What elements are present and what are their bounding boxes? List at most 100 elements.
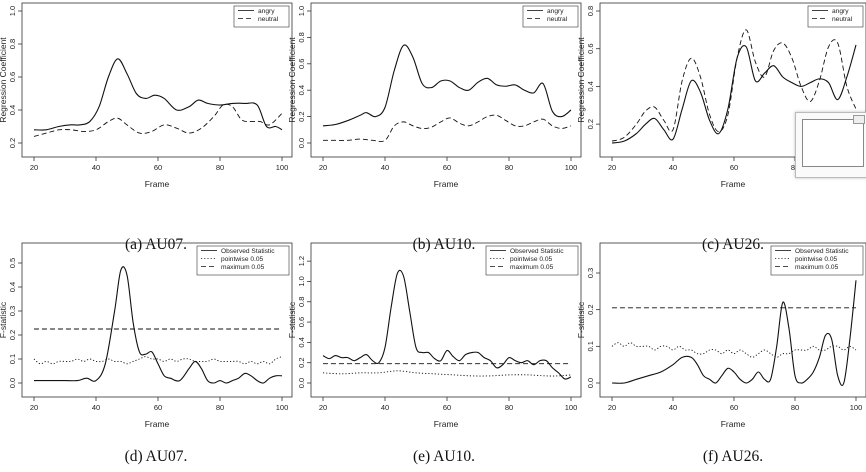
chart-panel-2: 20 40 60 80 100 0.0 0.2 0.4 0.6 0.8 1.0 Frame Regres… (287, 2, 582, 189)
x-tick-label: 80 (505, 403, 513, 412)
series-pointwise-0-05 (611, 342, 857, 358)
y-tick-label: 0.8 (586, 6, 595, 16)
x-tick-label: 60 (730, 163, 738, 172)
legend-label: angry (258, 8, 275, 15)
y-tick-label: 0.0 (297, 138, 306, 148)
legend (522, 5, 579, 28)
x-tick-label: 40 (669, 403, 677, 412)
panel-caption: (f) AU26. (703, 448, 763, 465)
series-neutral (611, 29, 857, 142)
panel-caption: (e) AU10. (413, 448, 475, 465)
series-observed-statistic (33, 266, 283, 384)
series-angry (322, 44, 572, 127)
x-tick-label: 80 (216, 163, 224, 172)
x-axis-label: Frame (434, 179, 459, 189)
x-tick-label: 80 (791, 403, 799, 412)
y-tick-label: 0.6 (586, 43, 595, 53)
x-tick-label: 80 (216, 403, 224, 412)
x-tick-label: 100 (276, 163, 289, 172)
legend-label: pointwise 0.05 (795, 256, 837, 263)
y-tick-label: 1.0 (8, 6, 17, 16)
y-tick-label: 0.2 (586, 304, 595, 314)
y-tick-label: 0.1 (8, 354, 17, 364)
x-tick-label: 60 (443, 403, 451, 412)
series-observed-statistic (322, 269, 572, 380)
x-axis-label: Frame (145, 419, 170, 429)
plot-frame (21, 2, 293, 158)
y-axis-label: Regression Coefficient (576, 37, 586, 123)
menu-icon[interactable] (853, 115, 865, 124)
x-tick-label: 40 (92, 403, 100, 412)
chart-panel-5: 20 40 60 80 100 0.0 0.2 0.4 0.6 0.8 1.0 1.2 Frame F-s… (287, 242, 582, 429)
x-axis-label: Frame (145, 179, 170, 189)
y-tick-label: 0.2 (8, 330, 17, 340)
plot-frame (599, 242, 866, 398)
y-tick-label: 0.2 (297, 111, 306, 121)
panel-caption: (c) AU26. (702, 236, 764, 253)
plot-frame (310, 242, 582, 398)
y-axis-label: Regression Coefficient (287, 37, 297, 123)
x-tick-label: 40 (381, 163, 389, 172)
y-tick-label: 0.6 (297, 59, 306, 69)
x-tick-label: 60 (730, 403, 738, 412)
y-tick-label: 0.2 (8, 138, 17, 148)
x-tick-label: 40 (669, 163, 677, 172)
y-tick-label: 0.1 (586, 341, 595, 351)
y-tick-label: 0.0 (297, 378, 306, 388)
panel-caption: (b) AU10. (413, 236, 476, 253)
y-tick-label: 0.6 (297, 317, 306, 327)
y-tick-label: 0.3 (8, 306, 17, 316)
x-tick-label: 100 (850, 403, 863, 412)
x-tick-label: 100 (276, 403, 289, 412)
chart-panel-6: 20 40 60 80 100 0.0 0.1 0.2 0.3 Frame F-statistic O… (576, 242, 866, 429)
series-angry (33, 58, 283, 131)
y-tick-label: 0.6 (8, 72, 17, 82)
y-tick-label: 0.4 (586, 81, 595, 91)
series-neutral (322, 114, 572, 142)
y-axis-label: F-statistic (576, 301, 586, 338)
y-axis-label: Regression Coefficient (0, 37, 8, 123)
legend-label: neutral (832, 16, 853, 23)
x-tick-label: 60 (154, 163, 162, 172)
series-pointwise-0-05 (33, 356, 283, 365)
y-tick-label: 0.8 (297, 32, 306, 42)
legend-label: maximum 0.05 (510, 264, 554, 271)
legend-label: pointwise 0.05 (221, 256, 263, 263)
legend-label: maximum 0.05 (221, 264, 265, 271)
plot-frame (310, 2, 582, 158)
legend-label: Observed Statistic (510, 248, 564, 255)
x-tick-label: 100 (565, 163, 578, 172)
legend-label: pointwise 0.05 (510, 256, 552, 263)
y-tick-label: 0.2 (586, 119, 595, 129)
panel-caption: (d) AU07. (125, 448, 188, 465)
y-tick-label: 0.4 (297, 85, 306, 95)
y-axis-label: F-statistic (287, 301, 297, 338)
y-tick-label: 0.2 (297, 357, 306, 367)
y-tick-label: 0.3 (586, 268, 595, 278)
y-tick-label: 1.2 (297, 256, 306, 266)
chart-panel-1: 20 40 60 80 100 0.2 0.4 0.6 0.8 1.0 Frame Regressio… (0, 2, 293, 189)
y-tick-label: 1.0 (297, 276, 306, 286)
chart-panel-4: 20 40 60 80 100 0.0 0.1 0.2 0.3 0.4 0.5 Frame F-stat… (0, 242, 293, 429)
series-observed-statistic (611, 280, 857, 387)
legend (807, 5, 864, 28)
legend-label: neutral (258, 16, 279, 23)
x-tick-label: 20 (608, 163, 616, 172)
plot-thumbnail-overlay[interactable] (795, 112, 866, 178)
x-tick-label: 40 (381, 403, 389, 412)
legend (485, 245, 579, 276)
x-tick-label: 20 (319, 403, 327, 412)
y-tick-label: 0.8 (8, 39, 17, 49)
x-axis-label: Frame (721, 419, 746, 429)
x-tick-label: 80 (505, 163, 513, 172)
y-tick-label: 0.8 (297, 297, 306, 307)
y-tick-label: 0.0 (8, 378, 17, 388)
y-tick-label: 0.0 (586, 378, 595, 388)
y-axis-label: F-statistic (0, 301, 8, 338)
x-tick-label: 20 (319, 163, 327, 172)
y-tick-label: 0.4 (8, 282, 17, 292)
x-tick-label: 20 (30, 163, 38, 172)
legend-label: neutral (547, 16, 568, 23)
